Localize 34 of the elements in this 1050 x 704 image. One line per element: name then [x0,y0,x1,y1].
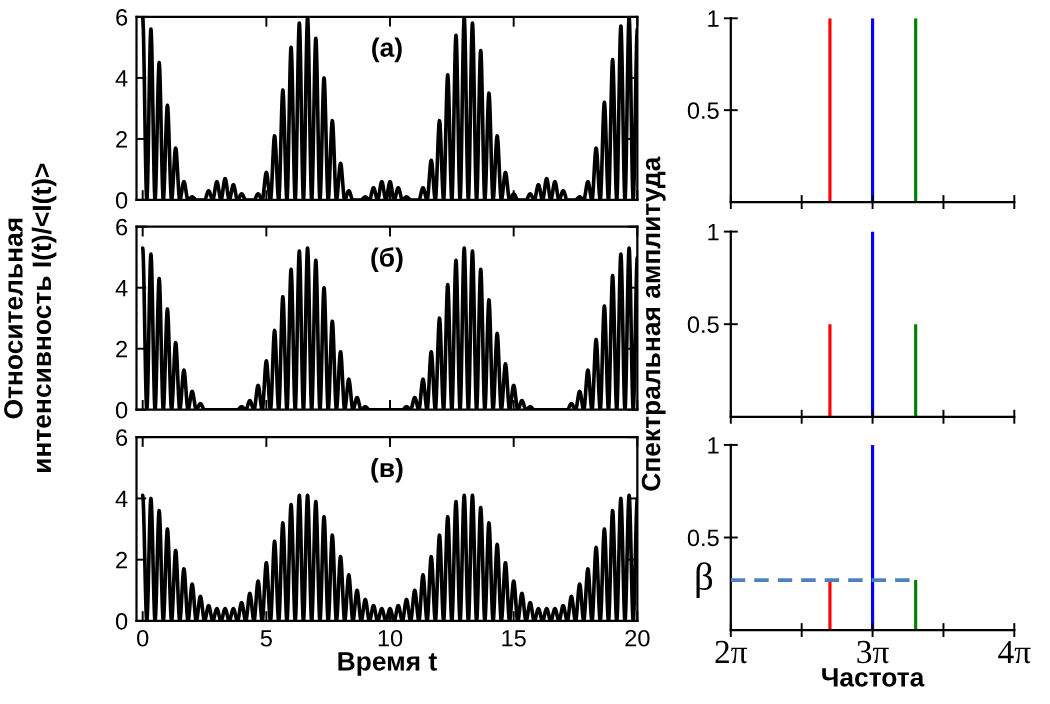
y-tick-label: 0 [115,192,128,209]
x-tick-label: 15 [502,630,526,647]
x-axis-title: Частота [822,668,925,687]
y-tick-label: 0.5 [687,529,719,547]
y-tick-label: 1 [708,10,719,27]
y-tick-label: 0.5 [687,316,719,333]
y-tick-label: 4 [115,490,128,507]
y-tick-label: 1 [708,223,719,241]
y-axis-title: Относительная интенсивность I(t)/<I(t)> [4,163,57,472]
ref-line-label: β [696,562,713,598]
y-tick-label: 4 [115,70,128,87]
x-tick-label: 10 [378,629,403,647]
x-tick-label: 2π [715,640,748,664]
y-tick-label: 0.5 [687,102,719,119]
annotation: (а) [372,37,402,63]
x-axis-title: Время t [338,652,437,676]
annotation: (б) [371,247,403,273]
y-tick-label: 6 [116,218,128,236]
y-tick-label: 1 [708,437,719,454]
y-axis-title: Спектральная амплитуда [641,156,666,491]
x-tick-label: 4π [998,640,1031,664]
y-tick-label: 2 [116,551,127,569]
y-tick-label: 4 [115,280,128,297]
x-tick-label: 20 [625,629,650,647]
x-tick-label: 0 [137,629,149,647]
x-tick-label: 5 [260,630,272,647]
y-tick-label: 6 [116,8,128,26]
y-tick-label: 2 [116,340,127,358]
y-tick-label: 0 [115,401,128,419]
y-tick-label: 2 [116,130,127,148]
x-tick-label: 3π [857,640,889,664]
y-tick-label: 6 [116,429,128,446]
annotation: (в) [371,457,403,483]
y-tick-label: 0 [115,613,128,630]
